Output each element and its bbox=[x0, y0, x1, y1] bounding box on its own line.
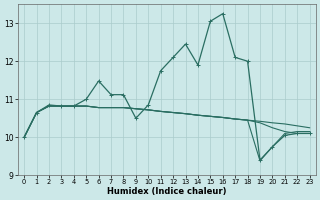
X-axis label: Humidex (Indice chaleur): Humidex (Indice chaleur) bbox=[107, 187, 227, 196]
